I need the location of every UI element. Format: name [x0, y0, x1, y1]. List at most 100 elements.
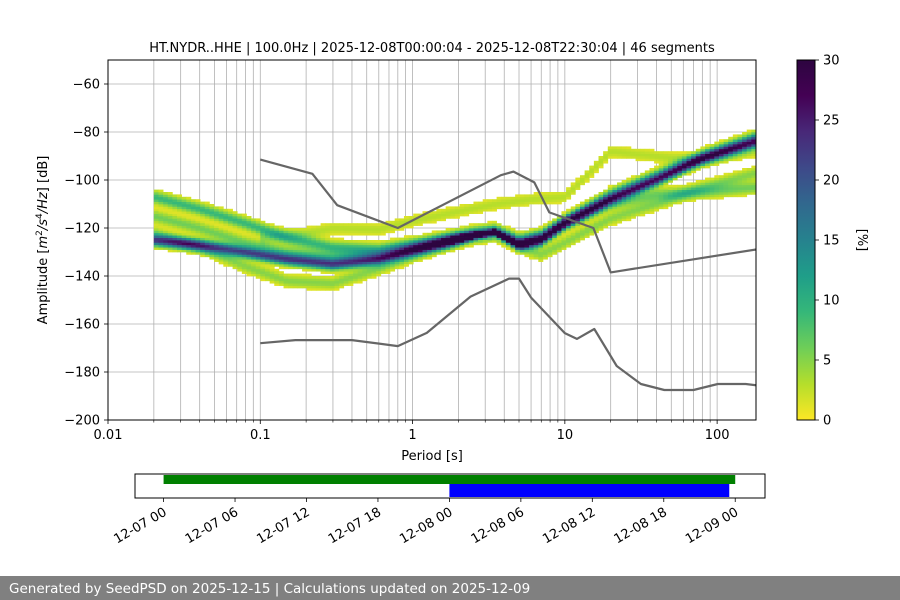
psd-cell [561, 242, 567, 246]
psd-cell [663, 158, 669, 162]
psd-cell [190, 216, 196, 219]
psd-cell [575, 225, 581, 229]
psd-cell [561, 196, 567, 200]
psd-cell [626, 213, 632, 217]
psd-cell [362, 223, 368, 226]
psd-cell [501, 230, 507, 234]
psd-cell [408, 242, 414, 246]
psd-cell [640, 196, 646, 200]
psd-cell [478, 232, 484, 236]
psd-cell [255, 218, 261, 222]
psd-cell [163, 235, 169, 238]
psd-cell [681, 187, 687, 190]
psd-cell [598, 194, 604, 198]
psd-cell [227, 254, 233, 258]
psd-cell [640, 199, 646, 202]
psd-cell [353, 280, 358, 284]
psd-cell [519, 252, 525, 255]
psd-cell [177, 242, 182, 246]
psd-cell [737, 182, 743, 186]
psd-cell [153, 223, 159, 226]
psd-cell [454, 232, 460, 236]
psd-cell [348, 228, 354, 231]
psd-cell [598, 213, 604, 217]
psd-cell [603, 156, 609, 159]
psd-cell [311, 264, 317, 267]
psd-cell [691, 182, 697, 186]
psd-cell [686, 182, 692, 186]
psd-cell [654, 158, 660, 162]
psd-cell [251, 235, 257, 238]
psd-cell [621, 189, 627, 193]
psd-cell [524, 249, 530, 253]
psd-cell [640, 148, 646, 152]
psd-cell [181, 213, 187, 217]
psd-cell [177, 249, 182, 253]
psd-cell [663, 151, 669, 154]
psd-cell [283, 249, 289, 253]
psd-cell [501, 242, 507, 246]
psd-cell [177, 247, 182, 250]
psd-cell [241, 218, 247, 222]
psd-cell [232, 249, 238, 253]
psd-cell [366, 266, 372, 270]
psd-cell [163, 230, 169, 234]
psd-cell [366, 276, 372, 279]
psd-cell [695, 151, 701, 154]
psd-cell [269, 254, 275, 258]
psd-cell [552, 194, 558, 198]
psd-cell [746, 192, 752, 195]
psd-cell [251, 273, 257, 277]
psd-cell [603, 211, 609, 214]
psd-cell [311, 244, 317, 248]
psd-cell [695, 163, 701, 166]
psd-cell [677, 170, 683, 174]
psd-cell [515, 194, 521, 198]
psd-cell [589, 232, 595, 236]
psd-cell [339, 223, 345, 226]
psd-cell [195, 220, 201, 224]
psd-cell [621, 218, 627, 222]
psd-cell [227, 252, 233, 255]
psd-cell [746, 156, 752, 159]
psd-cell [496, 225, 502, 229]
psd-cell [751, 168, 756, 171]
psd-cell [223, 220, 229, 224]
psd-cell [288, 249, 294, 253]
psd-cell [232, 232, 238, 236]
psd-cell [329, 285, 335, 289]
psd-cell [570, 211, 576, 214]
psd-cell [593, 194, 599, 198]
psd-cell [200, 213, 206, 217]
psd-cell [283, 280, 289, 284]
psd-cell [348, 268, 354, 272]
psd-cell [172, 216, 178, 219]
psd-cell [681, 168, 687, 171]
psd-cell [677, 201, 683, 205]
psd-cell [473, 208, 479, 212]
psd-cell [288, 273, 294, 277]
psd-cell [417, 240, 423, 243]
psd-cell [209, 230, 215, 234]
psd-cell [218, 249, 224, 253]
psd-cell [195, 228, 201, 231]
psd-cell [431, 249, 437, 253]
psd-cell [450, 235, 456, 238]
psd-cell [579, 220, 585, 224]
psd-cell [649, 189, 655, 193]
psd-cell [251, 249, 257, 253]
psd-cell [306, 254, 312, 258]
psd-cell [366, 264, 372, 267]
psd-cell [691, 170, 697, 174]
psd-cell [584, 225, 590, 229]
psd-cell [311, 235, 317, 238]
psd-cell [311, 254, 317, 258]
psd-cell [403, 235, 409, 238]
psd-cell [311, 230, 317, 234]
psd-cell [278, 271, 284, 274]
psd-cell [667, 158, 673, 162]
psd-cell [450, 244, 456, 248]
psd-cell [320, 223, 326, 226]
psd-cell [251, 237, 257, 241]
psd-cell [181, 235, 187, 238]
